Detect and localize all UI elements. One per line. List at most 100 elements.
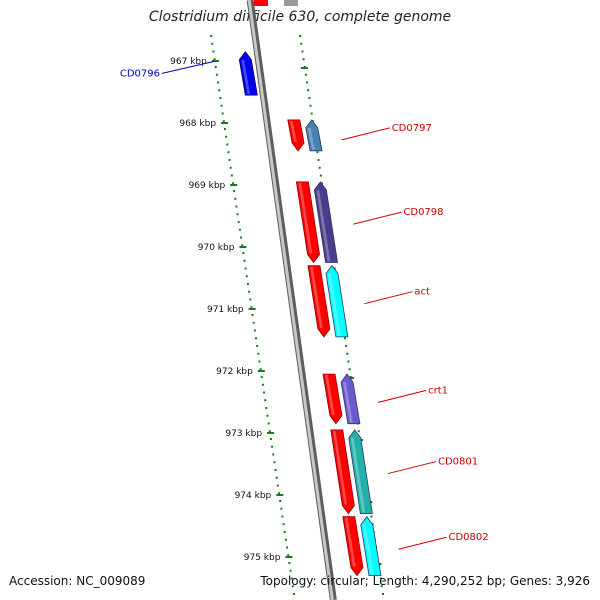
guide-dot [271,445,274,448]
gene-arrow-crt1 [340,373,361,425]
cds-arrow-CD0798 [295,181,320,264]
gene-label-CD0801: CD0801 [438,457,478,468]
gene-leader-line [398,536,447,550]
guide-dot [276,484,279,487]
guide-dot [225,135,228,138]
guide-dot [249,298,252,301]
guide-dot [302,58,305,61]
guide-dot [282,523,285,526]
guide-dot [227,151,230,154]
guide-dot [235,205,238,208]
tick-label: 970 kbp [198,243,235,253]
guide-dot [212,50,215,53]
guide-dot [229,166,232,169]
cds-arrow-CD0802 [342,516,364,577]
guide-dot [272,453,275,456]
guide-dot [218,89,221,92]
cds-arrow-CD0802-highlight [344,517,356,567]
gene-arrow-CD0797 [305,119,323,152]
guide-dot [255,337,258,340]
cds-arrow-act-highlight [309,266,323,328]
tick-label: 974 kbp [235,491,272,501]
guide-dot [264,399,267,402]
gene-leader-line [378,389,427,403]
backbone-highlight [247,0,334,600]
tick-label: 968 kbp [179,119,216,129]
guide-dot [289,569,292,572]
gene-arrow-CD0798-highlight [316,189,331,262]
cds-arrow-crt1-highlight [325,375,335,415]
guide-dot [252,321,255,324]
guide-dot [223,128,226,130]
gene-label-act: act [414,287,430,298]
gene-arrow-CD0797-highlight [307,127,315,150]
guide-dot [307,89,310,92]
guide-dot [266,414,269,417]
guide-dot [245,275,248,278]
guide-dot [287,554,290,557]
guide-dot [236,213,239,216]
guide-dot [238,228,241,231]
guide-dot [257,352,260,355]
guide-dot [217,81,220,84]
gene-leader-line [387,461,437,475]
tick-label: 969 kbp [189,181,226,191]
gene-leader-line [341,127,390,141]
cds-arrow-CD0801 [330,429,355,515]
guide-dot [380,585,383,588]
guide-dot [228,159,231,161]
guide-dot [259,368,262,371]
map-title: Clostridium difficile 630, complete geno… [148,9,452,25]
guide-dot [370,515,373,518]
cds-arrow-CD0797-highlight [289,120,297,142]
guide-dot [221,112,224,115]
guide-dot [317,159,320,161]
guide-dot [213,58,216,61]
cds-arrow-CD0797 [287,119,305,152]
guide-dot [279,500,282,502]
guide-dot [241,244,244,247]
guide-dot [258,360,261,363]
gene-label-crt1: crt1 [428,385,448,396]
gene-arrow-CD0798 [313,181,339,263]
guide-dot [284,538,287,541]
gene-arrow-CD0796-highlight [241,59,251,95]
gene-arrow-CD0796 [238,51,258,96]
guide-dot [265,407,268,409]
guide-dot [319,174,322,177]
guide-dot [214,66,217,68]
gene-arrow-act-highlight [327,273,341,336]
tick-label: 973 kbp [225,429,262,439]
cds-arrow-CD0798-highlight [298,182,313,254]
cds-arrow-crt1 [322,373,343,425]
gene-leader-line [364,291,413,305]
offscreen-gene-top [254,0,268,6]
guide-dot [210,35,213,37]
gene-arrow-CD0802-highlight [362,524,374,575]
guide-dot [280,507,283,510]
guide-dot [273,461,276,464]
guide-dot [261,383,264,386]
cds-arrow-CD0801-highlight [332,430,348,505]
tick-label: 971 kbp [207,305,244,315]
guide-dot [275,476,278,479]
guide-dot [237,221,240,223]
guide-dot [286,546,289,549]
guide-dot [318,166,321,169]
guide-dot [256,345,259,347]
guide-dot [344,337,347,340]
genome-backbone [246,0,337,600]
guide-dot [234,197,237,200]
guide-dot [244,267,247,270]
guide-dot [300,42,303,45]
guide-dot [253,329,256,332]
guide-dot [222,120,225,123]
guide-dot [263,391,266,394]
guide-dot [250,306,253,309]
tick-label: 975 kbp [244,553,281,563]
cds-arrow-act [307,265,331,338]
guide-dot [357,430,360,433]
gene-arrow-CD0802 [360,516,382,576]
guide-dot [310,112,313,115]
